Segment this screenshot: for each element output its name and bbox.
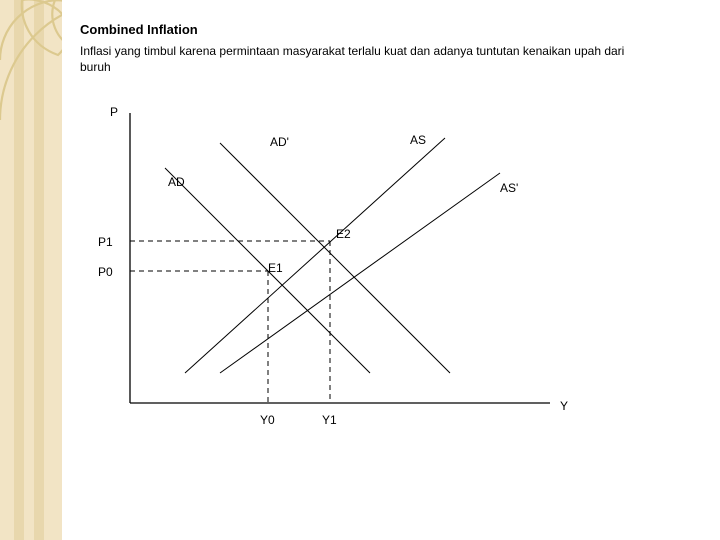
- output-label-y1: Y1: [322, 413, 337, 427]
- page-title: Combined Inflation: [80, 22, 700, 37]
- price-label-p1: P1: [98, 235, 113, 249]
- curve-label-adp: AD': [270, 135, 289, 149]
- page-description: Inflasi yang timbul karena permintaan ma…: [80, 43, 640, 75]
- output-label-y0: Y0: [260, 413, 275, 427]
- point-label-e2: E2: [336, 227, 351, 241]
- point-label-e1: E1: [268, 261, 283, 275]
- price-label-p0: P0: [98, 265, 113, 279]
- curve-label-as: AS: [410, 133, 426, 147]
- curve-label-ad: AD: [168, 175, 185, 189]
- combined-inflation-chart: P AD AD' AS AS' P1 P0 E2 E1 Y0 Y1 Y: [70, 93, 630, 453]
- sidebar-decoration: [0, 0, 62, 540]
- axis-label-y: Y: [560, 399, 568, 413]
- axis-label-p: P: [110, 105, 118, 119]
- curve-label-asp: AS': [500, 181, 518, 195]
